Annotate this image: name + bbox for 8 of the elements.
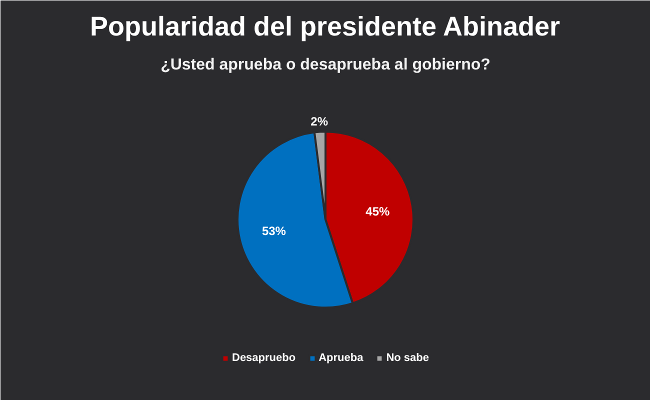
data-label: 53% (262, 224, 286, 238)
legend-label: Desapruebo (232, 352, 296, 364)
chart-title: Popularidad del presidente Abinader (90, 12, 561, 42)
legend-label: No sabe (386, 352, 429, 364)
data-label: 2% (310, 114, 328, 128)
legend-label: Aprueba (318, 352, 364, 364)
chart-subtitle: ¿Usted aprueba o desaprueba al gobierno? (160, 56, 490, 74)
data-label: 45% (366, 204, 390, 218)
